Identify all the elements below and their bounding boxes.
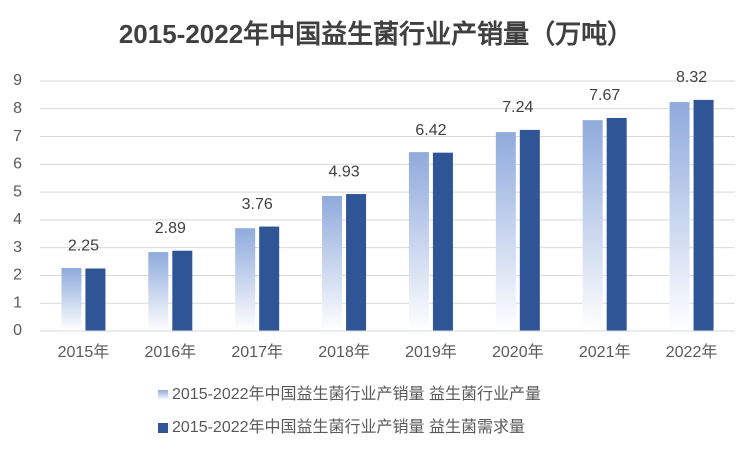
y-tick-label: 0 xyxy=(13,322,22,339)
data-label: 2.89 xyxy=(155,220,186,237)
bar xyxy=(693,99,714,331)
x-tick-label: 2022年 xyxy=(666,343,718,361)
bar xyxy=(172,250,193,331)
x-tick-label: 2016年 xyxy=(145,343,197,361)
chart-title: 2015-2022年中国益生菌行业产销量（万吨） xyxy=(119,19,633,49)
bar xyxy=(322,196,343,331)
y-tick-label: 9 xyxy=(13,72,22,89)
data-label: 2.25 xyxy=(68,238,99,255)
y-tick-label: 4 xyxy=(13,211,22,228)
y-tick-label: 5 xyxy=(13,183,22,200)
bar xyxy=(495,132,516,331)
y-tick-label: 6 xyxy=(13,156,22,173)
bar xyxy=(85,268,106,331)
data-label: 6.42 xyxy=(415,122,446,139)
legend-label: 2015-2022年中国益生菌行业产销量 益生菌行业产量 xyxy=(172,385,541,403)
bar xyxy=(519,129,540,331)
bar xyxy=(669,102,690,331)
bar xyxy=(346,194,367,331)
x-tick-label: 2017年 xyxy=(231,343,283,361)
data-label: 4.93 xyxy=(328,163,359,180)
legend-swatch xyxy=(158,390,168,400)
bar xyxy=(61,267,82,331)
x-tick-label: 2019年 xyxy=(405,343,457,361)
bar xyxy=(148,252,169,331)
bar xyxy=(582,120,603,332)
y-tick-label: 3 xyxy=(13,239,22,256)
y-tick-label: 2 xyxy=(13,267,22,284)
legend-swatch xyxy=(158,423,168,433)
x-tick-label: 2018年 xyxy=(318,343,370,361)
x-tick-label: 2021年 xyxy=(579,343,631,361)
y-tick-label: 7 xyxy=(13,128,22,145)
x-tick-label: 2020年 xyxy=(492,343,544,361)
data-label: 7.67 xyxy=(589,87,620,104)
bar xyxy=(408,152,429,331)
legend-label: 2015-2022年中国益生菌行业产销量 益生菌需求量 xyxy=(172,418,525,436)
data-label: 8.32 xyxy=(676,69,707,86)
data-label: 7.24 xyxy=(502,99,533,116)
data-label: 3.76 xyxy=(242,196,273,213)
y-tick-label: 1 xyxy=(13,294,22,311)
bar xyxy=(606,117,627,331)
bar xyxy=(235,228,256,331)
y-tick-label: 8 xyxy=(13,100,22,117)
x-tick-label: 2015年 xyxy=(58,343,110,361)
bar xyxy=(432,152,453,331)
bar xyxy=(259,226,280,331)
